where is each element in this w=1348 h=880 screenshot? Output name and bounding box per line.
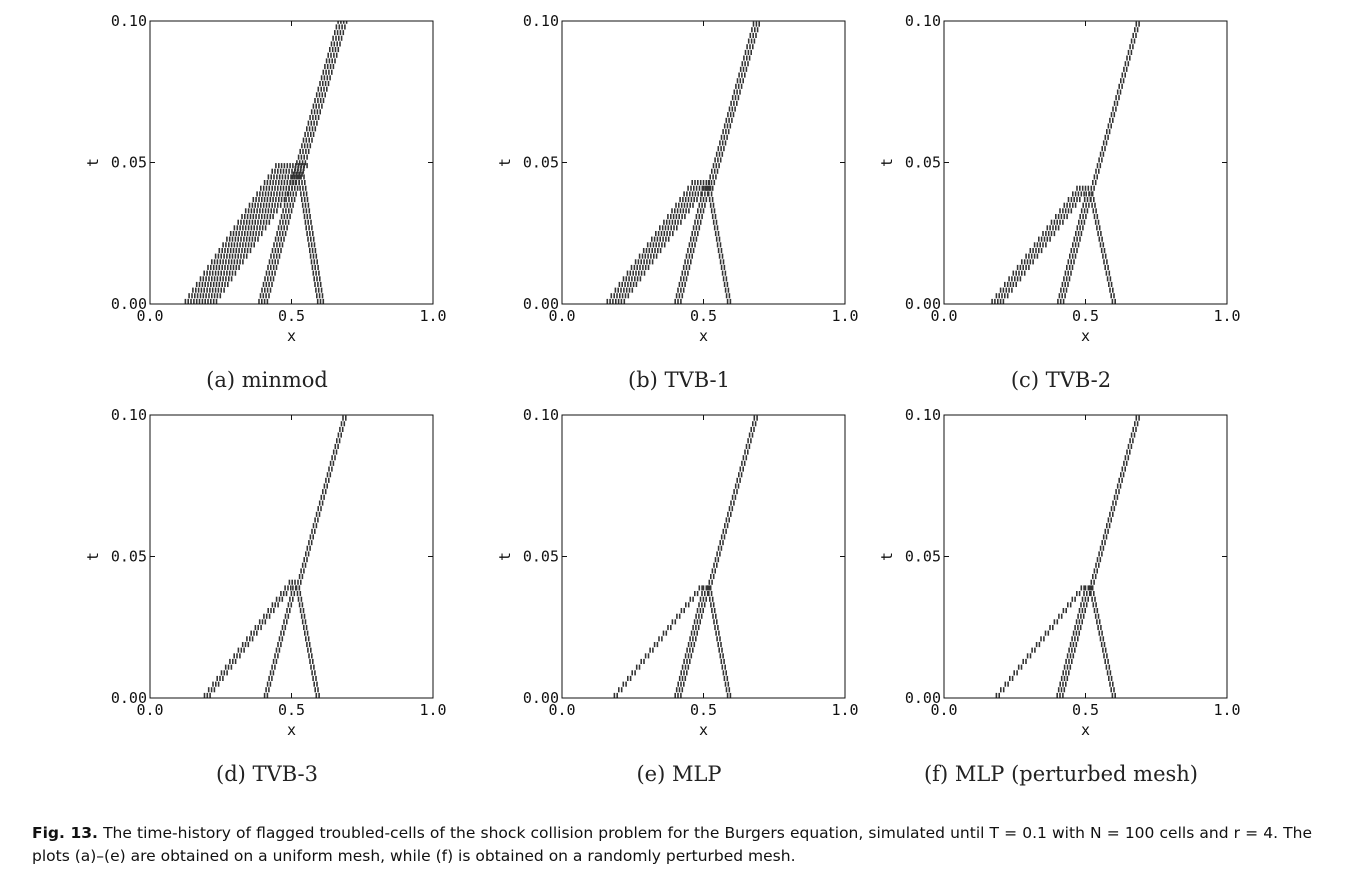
flagged-branch xyxy=(613,585,703,698)
panel-e: 0.0 0.5 1.0 0.00 0.05 0.10 x t xyxy=(496,406,859,739)
x-tick-label: 0.5 xyxy=(1072,307,1099,325)
flagged-branch xyxy=(1057,191,1093,304)
y-axis-label: t xyxy=(496,552,514,561)
panel-f: 0.0 0.5 1.0 0.00 0.05 0.10 x t xyxy=(878,406,1241,739)
x-tick-label: 0.0 xyxy=(548,701,575,719)
panel-caption: (e) MLP xyxy=(636,762,722,786)
figure-caption-text: The time-history of flagged troubled-cel… xyxy=(32,824,1312,865)
panel-b: 0.0 0.5 1.0 0.00 0.05 0.10 x t xyxy=(496,12,859,345)
flagged-branch xyxy=(203,579,296,698)
panel-caption: (c) TVB-2 xyxy=(1010,368,1112,392)
x-axis-label: x xyxy=(287,327,296,345)
flagged-branch xyxy=(292,21,348,177)
x-axis-label: x xyxy=(1081,721,1090,739)
flagged-branch xyxy=(606,180,711,304)
plot-frame xyxy=(943,414,1228,699)
panel-caption: (d) TVB-3 xyxy=(216,762,318,786)
y-axis-label: t xyxy=(878,158,896,167)
flagged-branch xyxy=(995,585,1085,698)
flagged-branch xyxy=(1088,585,1116,698)
troubled-cells-figure: 0.0 0.5 1.0 0.00 0.05 0.10 x t 0.0 0.5 1.0 0.00 0.05… xyxy=(84,12,1241,739)
flagged-branch xyxy=(706,415,758,591)
y-tick-label: 0.00 xyxy=(111,689,147,707)
flagged-branch xyxy=(263,585,297,698)
x-tick-label: 0.0 xyxy=(136,307,163,325)
x-tick-label: 0.0 xyxy=(930,307,957,325)
x-tick-label: 0.0 xyxy=(548,307,575,325)
panel-a: 0.0 0.5 1.0 0.00 0.05 0.10 x t xyxy=(84,12,447,345)
plot-frame xyxy=(149,414,434,699)
x-tick-label: 1.0 xyxy=(419,701,446,719)
x-tick-label: 1.0 xyxy=(831,701,858,719)
flagged-branch xyxy=(295,415,347,591)
plot-frame xyxy=(943,20,1228,305)
y-axis-label: t xyxy=(496,158,514,167)
flagged-branch xyxy=(706,585,732,698)
y-tick-label: 0.05 xyxy=(111,154,147,172)
x-tick-label: 1.0 xyxy=(831,307,858,325)
y-tick-label: 0.05 xyxy=(905,154,941,172)
x-tick-label: 1.0 xyxy=(1213,307,1240,325)
flagged-branch xyxy=(297,174,325,304)
plot-frame xyxy=(149,20,434,305)
y-tick-label: 0.05 xyxy=(523,154,559,172)
plot-frame xyxy=(561,414,846,699)
flagged-branch xyxy=(674,585,711,698)
y-tick-label: 0.05 xyxy=(905,548,941,566)
figure-caption: Fig. 13. The time-history of flagged tro… xyxy=(32,822,1312,868)
flagged-branch xyxy=(706,185,732,304)
x-axis-label: x xyxy=(287,721,296,739)
y-tick-label: 0.00 xyxy=(523,295,559,313)
y-tick-label: 0.10 xyxy=(523,406,559,424)
x-tick-label: 0.5 xyxy=(278,701,305,719)
y-axis-label: t xyxy=(84,552,102,561)
x-axis-label: x xyxy=(1081,327,1090,345)
y-tick-label: 0.00 xyxy=(111,295,147,313)
x-tick-label: 0.5 xyxy=(1072,701,1099,719)
y-tick-label: 0.05 xyxy=(523,548,559,566)
x-axis-label: x xyxy=(699,327,708,345)
flagged-branch xyxy=(706,21,761,191)
flagged-branch xyxy=(991,185,1090,304)
y-tick-label: 0.10 xyxy=(111,12,147,30)
y-tick-label: 0.00 xyxy=(905,689,941,707)
x-tick-label: 1.0 xyxy=(419,307,446,325)
flagged-branch xyxy=(1088,21,1140,197)
flagged-branch xyxy=(1088,191,1116,304)
panel-c: 0.0 0.5 1.0 0.00 0.05 0.10 x t xyxy=(878,12,1241,345)
figure-number: Fig. 13. xyxy=(32,824,98,842)
panel-d: 0.0 0.5 1.0 0.00 0.05 0.10 x t xyxy=(84,406,447,739)
panel-caption: (b) TVB-1 xyxy=(628,368,730,392)
y-tick-label: 0.05 xyxy=(111,548,147,566)
y-tick-label: 0.10 xyxy=(523,12,559,30)
x-tick-label: 0.5 xyxy=(690,307,717,325)
y-tick-label: 0.00 xyxy=(523,689,559,707)
flagged-branch xyxy=(1056,585,1092,698)
x-tick-label: 0.5 xyxy=(278,307,305,325)
y-tick-label: 0.00 xyxy=(905,295,941,313)
x-tick-label: 1.0 xyxy=(1213,701,1240,719)
x-tick-label: 0.0 xyxy=(136,701,163,719)
plot-frame xyxy=(561,20,846,305)
y-tick-label: 0.10 xyxy=(905,406,941,424)
flagged-branch xyxy=(184,163,308,304)
y-tick-label: 0.10 xyxy=(905,12,941,30)
x-tick-label: 0.0 xyxy=(930,701,957,719)
x-tick-label: 0.5 xyxy=(690,701,717,719)
flagged-branch xyxy=(295,585,320,698)
y-axis-label: t xyxy=(84,158,102,167)
x-axis-label: x xyxy=(699,721,708,739)
panel-caption: (f) MLP (perturbed mesh) xyxy=(923,762,1198,786)
y-tick-label: 0.10 xyxy=(111,406,147,424)
flagged-branch xyxy=(1088,415,1140,591)
panel-caption: (a) minmod xyxy=(206,368,328,392)
flagged-branch xyxy=(258,174,302,304)
y-axis-label: t xyxy=(878,552,896,561)
